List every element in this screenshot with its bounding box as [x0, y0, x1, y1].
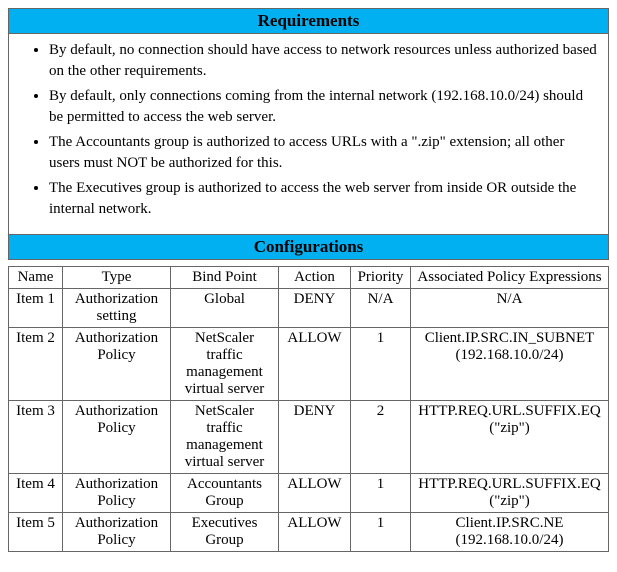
cell-action: DENY: [279, 289, 351, 328]
cell-bind: Global: [171, 289, 279, 328]
cell-type: Authorization setting: [63, 289, 171, 328]
cell-bind: Accountants Group: [171, 474, 279, 513]
requirement-item: The Accountants group is authorized to a…: [49, 132, 598, 174]
table-row: Item 2 Authorization Policy NetScaler tr…: [9, 328, 609, 401]
cell-priority: 1: [351, 513, 411, 552]
table-row: Item 4 Authorization Policy Accountants …: [9, 474, 609, 513]
table-header-row: Name Type Bind Point Action Priority Ass…: [9, 267, 609, 289]
cell-action: ALLOW: [279, 474, 351, 513]
col-priority: Priority: [351, 267, 411, 289]
cell-name: Item 3: [9, 401, 63, 474]
cell-name: Item 1: [9, 289, 63, 328]
col-bind: Bind Point: [171, 267, 279, 289]
config-table: Name Type Bind Point Action Priority Ass…: [8, 266, 609, 552]
table-row: Item 5 Authorization Policy Executives G…: [9, 513, 609, 552]
requirement-item: By default, only connections coming from…: [49, 86, 598, 128]
cell-expr: HTTP.REQ.URL.SUFFIX.EQ ("zip"): [411, 401, 609, 474]
col-type: Type: [63, 267, 171, 289]
cell-name: Item 2: [9, 328, 63, 401]
requirements-box: By default, no connection should have ac…: [8, 34, 609, 235]
cell-expr: Client.IP.SRC.NE (192.168.10.0/24): [411, 513, 609, 552]
requirement-item: The Executives group is authorized to ac…: [49, 178, 598, 220]
col-name: Name: [9, 267, 63, 289]
cell-action: DENY: [279, 401, 351, 474]
cell-bind: NetScaler traffic management virtual ser…: [171, 328, 279, 401]
col-action: Action: [279, 267, 351, 289]
cell-priority: N/A: [351, 289, 411, 328]
cell-priority: 1: [351, 328, 411, 401]
table-row: Item 1 Authorization setting Global DENY…: [9, 289, 609, 328]
cell-name: Item 4: [9, 474, 63, 513]
cell-name: Item 5: [9, 513, 63, 552]
requirements-list: By default, no connection should have ac…: [19, 40, 598, 220]
cell-expr: Client.IP.SRC.IN_SUBNET (192.168.10.0/24…: [411, 328, 609, 401]
col-expr: Associated Policy Expressions: [411, 267, 609, 289]
cell-action: ALLOW: [279, 328, 351, 401]
cell-bind: Executives Group: [171, 513, 279, 552]
cell-priority: 1: [351, 474, 411, 513]
cell-expr: N/A: [411, 289, 609, 328]
cell-type: Authorization Policy: [63, 474, 171, 513]
cell-type: Authorization Policy: [63, 401, 171, 474]
table-row: Item 3 Authorization Policy NetScaler tr…: [9, 401, 609, 474]
cell-type: Authorization Policy: [63, 513, 171, 552]
cell-action: ALLOW: [279, 513, 351, 552]
requirement-item: By default, no connection should have ac…: [49, 40, 598, 82]
cell-bind: NetScaler traffic management virtual ser…: [171, 401, 279, 474]
cell-priority: 2: [351, 401, 411, 474]
requirements-header: Requirements: [8, 8, 609, 34]
cell-expr: HTTP.REQ.URL.SUFFIX.EQ ("zip"): [411, 474, 609, 513]
cell-type: Authorization Policy: [63, 328, 171, 401]
configurations-header: Configurations: [8, 235, 609, 260]
